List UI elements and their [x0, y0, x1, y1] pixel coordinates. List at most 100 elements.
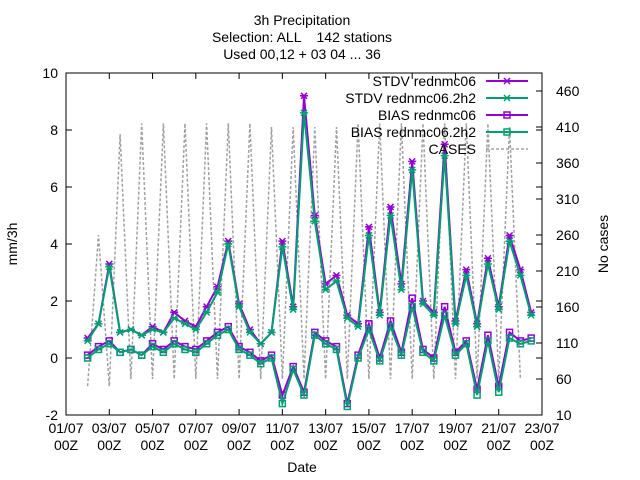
data-point — [332, 271, 341, 279]
data-point — [397, 286, 406, 294]
data-point — [354, 354, 362, 362]
data-point — [473, 391, 481, 399]
x-tick-label-hour: 00Z — [97, 437, 122, 453]
data-point — [191, 325, 200, 334]
x-tick-label-date: 19/07 — [438, 420, 473, 436]
title-line-3: Used 00,12 + 03 04 ... 36 — [223, 46, 381, 62]
x-tick-label-hour: 00Z — [140, 437, 165, 453]
data-point — [105, 263, 114, 271]
data-point — [181, 320, 189, 328]
data-point — [202, 308, 211, 316]
title-line-1: 3h Precipitation — [254, 12, 351, 28]
x-tick-label-hour: 00Z — [487, 437, 512, 453]
data-point — [116, 328, 125, 336]
y2-tick-label: 160 — [556, 299, 580, 315]
data-point — [170, 314, 179, 322]
x-tick-label-date: 15/07 — [351, 420, 386, 436]
data-point — [451, 351, 460, 359]
data-point — [375, 311, 384, 319]
data-point — [419, 300, 427, 308]
data-point — [516, 271, 525, 279]
y2-tick-label: 310 — [556, 191, 580, 207]
data-point — [462, 266, 471, 274]
x-tick-label-date: 05/07 — [135, 420, 170, 436]
data-point — [408, 157, 417, 165]
x-tick-label-hour: 00Z — [270, 437, 295, 453]
data-point — [213, 288, 222, 296]
data-point — [429, 311, 438, 319]
y-axis-label: mm/3h — [4, 223, 20, 266]
data-point — [94, 345, 103, 354]
data-point — [181, 345, 189, 354]
data-point — [235, 345, 243, 354]
data-point — [224, 325, 233, 334]
data-point — [256, 359, 265, 368]
data-point — [343, 402, 352, 411]
data-point — [516, 340, 525, 348]
x-tick-label-date: 07/07 — [178, 420, 213, 436]
data-point — [159, 348, 168, 357]
data-point — [527, 311, 536, 319]
data-point — [300, 391, 308, 399]
data-point — [408, 302, 416, 311]
data-point — [505, 231, 514, 239]
data-point — [494, 306, 503, 314]
data-point — [267, 354, 276, 362]
series-line — [86, 306, 532, 408]
data-point — [332, 277, 341, 285]
data-point — [246, 351, 254, 359]
data-point — [202, 340, 211, 348]
series-3 — [83, 302, 535, 411]
legend-label: CASES — [429, 141, 476, 157]
data-point — [440, 302, 449, 311]
x-tick-label-date: 23/07 — [524, 420, 559, 436]
y-tick-label: 2 — [50, 293, 58, 309]
data-point — [235, 303, 244, 311]
x-tick-label-date: 13/07 — [308, 420, 343, 436]
data-point — [278, 243, 287, 251]
legend-label: BIAS rednmc06 — [378, 107, 476, 123]
legend-label: BIAS rednmc06.2h2 — [351, 124, 477, 140]
data-point — [300, 109, 308, 117]
y-tick-label: 10 — [42, 65, 58, 81]
data-point — [321, 286, 330, 294]
data-point — [364, 223, 373, 231]
data-point — [364, 231, 373, 239]
data-point — [94, 320, 103, 328]
data-point — [332, 345, 341, 354]
legend-label: STDV rednmc06.2h2 — [345, 90, 476, 106]
x-tick-label-hour: 00Z — [357, 437, 382, 453]
data-point — [430, 357, 438, 365]
data-point — [213, 331, 222, 339]
data-point — [354, 323, 363, 331]
y-tick-label: 4 — [50, 236, 58, 252]
y2-tick-label: 410 — [556, 119, 580, 135]
plot-series — [83, 92, 536, 411]
data-point — [127, 345, 135, 354]
data-point — [386, 203, 395, 211]
x-tick-label-date: 01/07 — [48, 420, 83, 436]
data-point — [386, 211, 395, 220]
data-point — [505, 237, 514, 245]
data-point — [224, 240, 233, 248]
x-tick-label-hour: 00Z — [227, 437, 252, 453]
y-tick-label: 0 — [50, 350, 58, 366]
data-point — [462, 271, 471, 279]
series-1 — [83, 109, 536, 348]
data-point — [321, 340, 330, 348]
x-tick-label-hour: 00Z — [400, 437, 425, 453]
data-point — [137, 331, 146, 339]
series-2 — [83, 294, 535, 408]
y2-axis-label: No cases — [595, 215, 611, 273]
y2-tick-label: 210 — [556, 263, 580, 279]
y-tick-label: 6 — [50, 179, 58, 195]
data-point — [267, 328, 276, 336]
data-point — [256, 340, 265, 348]
data-point — [300, 92, 308, 100]
legend-marker — [503, 77, 511, 85]
y2-tick-label: 460 — [556, 83, 580, 99]
plot-axes: -2 0 2 4 6 8 10 10 60 110 160 210 260 310 360 410 460 01/… — [42, 65, 579, 453]
y-tick-label: -2 — [46, 407, 59, 423]
legend-label: STDV rednmc06 — [373, 73, 477, 89]
